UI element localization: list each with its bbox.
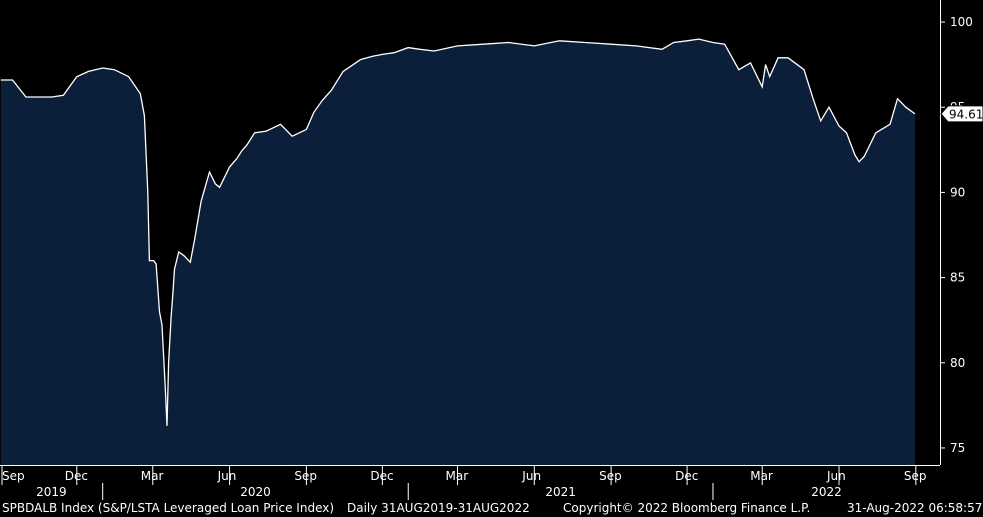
month-label: Sep	[2, 469, 25, 483]
last-value-marker: 94.61	[940, 105, 983, 123]
month-label: Mar	[141, 469, 164, 483]
y-tick-label: 100	[950, 15, 973, 29]
year-label: 2021	[545, 485, 576, 499]
y-tick-label: 80	[950, 356, 965, 370]
y-tick-label: 75	[950, 441, 965, 455]
month-label: Jun	[826, 469, 846, 483]
period-range: Daily 31AUG2019-31AUG2022	[347, 501, 530, 515]
month-label: Sep	[904, 469, 927, 483]
last-value-box	[940, 105, 983, 123]
year-label: 2020	[240, 485, 271, 499]
month-label: Jun	[521, 469, 541, 483]
month-label: Sep	[599, 469, 622, 483]
month-label: Dec	[370, 469, 393, 483]
footer: SPBDALB Index (S&P/LSTA Leveraged Loan P…	[0, 500, 983, 517]
last-value-label: 94.61	[949, 107, 983, 121]
month-label: Mar	[750, 469, 773, 483]
area-fill	[0, 39, 916, 465]
x-axis: Sep Dec Mar Jun Sep Dec Mar Jun Sep Dec Mar Jun Sep 2…	[0, 465, 940, 500]
plot-area	[0, 38, 916, 465]
month-label: Sep	[294, 469, 317, 483]
year-label: 2022	[811, 485, 842, 499]
index-name: SPBDALB Index (S&P/LSTA Leveraged Loan P…	[2, 501, 335, 515]
year-label: 2019	[36, 485, 67, 499]
y-axis: 758085909510094.61	[940, 0, 983, 465]
timestamp: 31-Aug-2022 06:58:57	[847, 501, 983, 515]
copyright: Copyright© 2022 Bloomberg Finance L.P.	[563, 501, 811, 515]
month-label: Dec	[65, 469, 88, 483]
price-line	[0, 38, 916, 426]
month-label: Jun	[217, 469, 237, 483]
month-label: Mar	[446, 469, 469, 483]
y-tick-label: 90	[950, 185, 965, 199]
price-chart: 758085909510094.61 SepDecMarJunSepDecMar…	[0, 0, 983, 500]
y-tick-label: 85	[950, 271, 965, 285]
month-label: Dec	[675, 469, 698, 483]
